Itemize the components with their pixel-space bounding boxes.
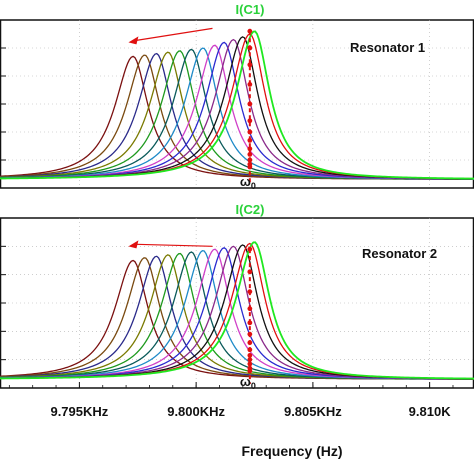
panel-1-title: I(C1) bbox=[236, 2, 265, 17]
omega0-point-1 bbox=[247, 246, 253, 252]
series-line-9 bbox=[0, 41, 474, 180]
omega0-point-5 bbox=[247, 320, 253, 326]
omega0-point-11 bbox=[247, 361, 253, 367]
series-line-10 bbox=[0, 245, 474, 380]
omega0-point-3 bbox=[247, 62, 253, 68]
omega0-point-6 bbox=[247, 118, 253, 124]
series-line-11 bbox=[0, 36, 474, 180]
panel-resonator-2: I(C2) Resonator 2 ω0 bbox=[0, 202, 474, 391]
omega0-point-7 bbox=[247, 129, 253, 135]
shift-arrow-head bbox=[128, 240, 139, 249]
series-line-10 bbox=[0, 38, 474, 180]
shift-arrow-head bbox=[128, 36, 139, 45]
x-tick-label-4: 9.810K bbox=[409, 404, 452, 419]
omega0-point-10 bbox=[247, 152, 253, 157]
omega0-point-3 bbox=[247, 289, 253, 295]
omega0-point-4 bbox=[247, 82, 253, 87]
omega0-point-6 bbox=[247, 331, 253, 337]
panel-1-annotation: Resonator 1 bbox=[350, 40, 425, 55]
x-tick-label-1: 9.795KHz bbox=[50, 404, 108, 419]
panel-2-annotation: Resonator 2 bbox=[362, 246, 437, 261]
omega0-subscript: 0 bbox=[251, 181, 256, 191]
x-axis: 9.795KHz 9.800KHz 9.805KHz 9.810K bbox=[8, 382, 454, 419]
shift-arrow bbox=[136, 243, 213, 247]
series-line-13 bbox=[0, 241, 474, 380]
omega0-point-8 bbox=[247, 138, 253, 143]
omega0-point-4 bbox=[247, 306, 253, 312]
series-line-9 bbox=[0, 247, 474, 380]
x-axis-label: Frequency (Hz) bbox=[241, 443, 342, 459]
series-line-8 bbox=[0, 248, 474, 380]
omega0-subscript: 0 bbox=[251, 381, 256, 391]
panel-frame bbox=[0, 217, 474, 389]
series-line-13 bbox=[0, 30, 474, 180]
series-line-8 bbox=[0, 44, 474, 180]
panel-resonator-1: I(C1) Resonator 1 ω0 bbox=[0, 2, 474, 191]
omega0-point-2 bbox=[247, 269, 253, 275]
omega0-point-7 bbox=[247, 340, 253, 346]
series-line-4 bbox=[0, 254, 474, 380]
series-line-3 bbox=[0, 255, 474, 380]
series-line-11 bbox=[0, 244, 474, 380]
series-line-6 bbox=[0, 251, 474, 380]
omega0-point-1 bbox=[247, 28, 253, 34]
shift-arrow bbox=[136, 27, 213, 41]
omega0-point-13 bbox=[247, 164, 253, 170]
series-line-12 bbox=[0, 242, 474, 380]
omega0-point-8 bbox=[247, 347, 253, 353]
omega0-point-9 bbox=[247, 353, 253, 358]
omega0-point-11 bbox=[247, 157, 253, 163]
omega0-point-13 bbox=[247, 368, 253, 374]
x-tick-label-3: 9.805KHz bbox=[284, 404, 342, 419]
omega0-point-5 bbox=[247, 101, 253, 107]
series-line-7 bbox=[0, 250, 474, 380]
series-line-12 bbox=[0, 33, 474, 180]
series-line-5 bbox=[0, 252, 474, 380]
omega0-point-9 bbox=[247, 146, 253, 152]
x-tick-label-2: 9.800KHz bbox=[167, 404, 225, 419]
omega0-point-2 bbox=[247, 45, 253, 51]
omega0-point-10 bbox=[247, 357, 253, 363]
panel-2-title: I(C2) bbox=[236, 202, 265, 217]
